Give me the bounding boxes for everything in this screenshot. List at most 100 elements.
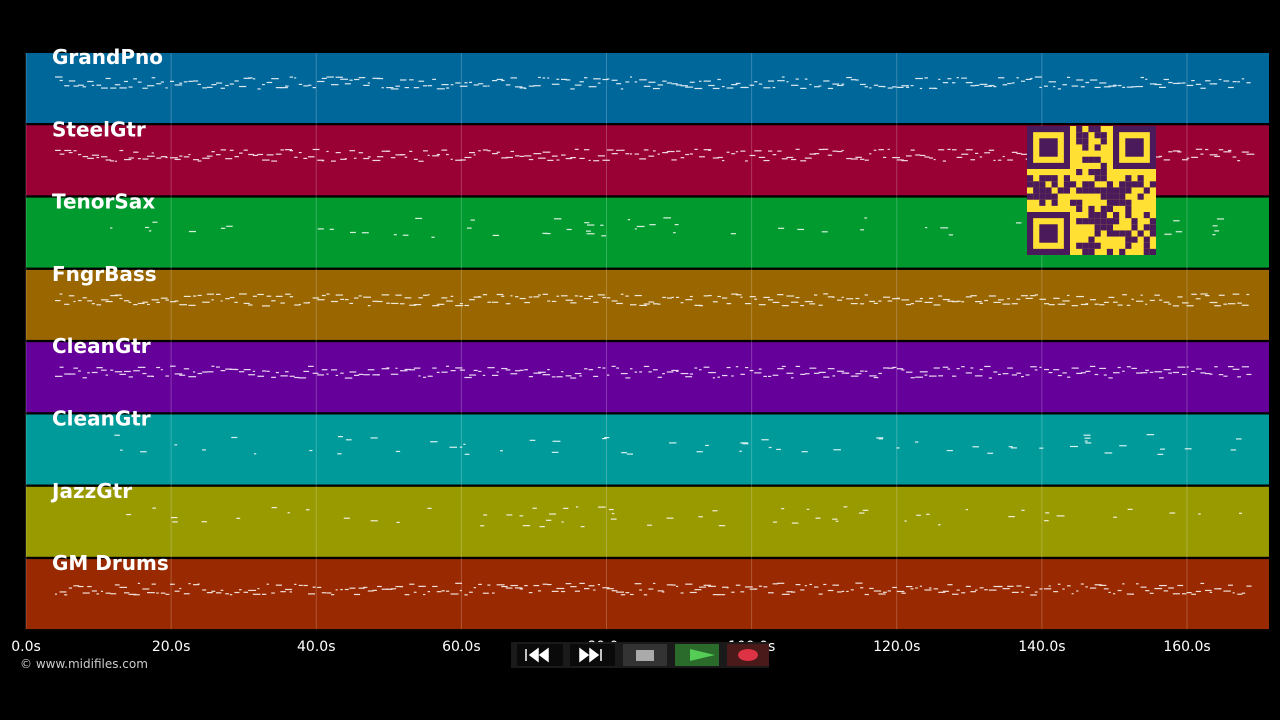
qr-cell xyxy=(1106,230,1113,237)
track-name: CleanGtr xyxy=(52,407,151,431)
qr-cell xyxy=(1125,236,1132,243)
qr-cell xyxy=(1076,199,1083,206)
qr-cell xyxy=(1131,218,1138,225)
qr-cell xyxy=(1082,187,1089,194)
qr-cell xyxy=(1076,132,1083,139)
qr-cell xyxy=(1113,218,1120,225)
qr-cell xyxy=(1076,169,1083,176)
forward-button[interactable] xyxy=(570,644,615,666)
qr-cell xyxy=(1094,144,1101,151)
qr-cell xyxy=(1119,199,1126,206)
record-icon xyxy=(738,649,758,661)
rewind-icon xyxy=(525,647,549,663)
qr-cell xyxy=(1125,199,1132,206)
qr-finder xyxy=(1039,138,1058,157)
qr-cell xyxy=(1063,175,1070,182)
notes xyxy=(55,582,1252,596)
notes xyxy=(126,506,1243,528)
qr-cell xyxy=(1119,230,1126,237)
qr-cell xyxy=(1149,181,1156,188)
notes xyxy=(55,76,1251,90)
record-button[interactable] xyxy=(727,644,769,666)
qr-cell xyxy=(1094,175,1101,182)
qr-cell xyxy=(1094,156,1101,163)
forward-icon xyxy=(579,647,602,663)
qr-cell xyxy=(1106,199,1113,206)
qr-cell xyxy=(1076,218,1083,225)
qr-cell xyxy=(1070,181,1077,188)
qr-cell xyxy=(1100,205,1107,212)
qr-cell xyxy=(1106,193,1113,200)
qr-cell xyxy=(1125,230,1132,237)
qr-cell xyxy=(1106,181,1113,188)
track-name: SteelGtr xyxy=(52,117,146,141)
tracks: GrandPno SteelGtr TenorSax FngrBass CleanGtr… xyxy=(25,45,1269,630)
qr-cell xyxy=(1039,187,1046,194)
track-name: GM Drums xyxy=(52,551,169,575)
tick-label: 120.0s xyxy=(873,639,920,655)
qr-cell xyxy=(1070,199,1077,206)
qr-cell xyxy=(1039,175,1046,182)
stop-icon xyxy=(636,650,654,661)
tick-label: 40.0s xyxy=(297,639,335,655)
qr-cell xyxy=(1082,156,1089,163)
qr-cell xyxy=(1051,193,1058,200)
qr-cell xyxy=(1131,224,1138,231)
qr-cell xyxy=(1149,218,1156,225)
qr-cell xyxy=(1076,138,1083,145)
track-lane xyxy=(26,486,1269,557)
qr-finder xyxy=(1026,211,1070,255)
qr-cell xyxy=(1088,156,1095,163)
qr-cell xyxy=(1100,162,1107,169)
qr-cell xyxy=(1063,187,1070,194)
qr-cell xyxy=(1119,187,1126,194)
qr-cell xyxy=(1094,224,1101,231)
qr-cell xyxy=(1143,248,1150,255)
qr-cell xyxy=(1106,205,1113,212)
qr-cell xyxy=(1045,187,1052,194)
qr-cell xyxy=(1088,218,1095,225)
qr-cell xyxy=(1045,193,1052,200)
qr-cell xyxy=(1082,248,1089,255)
qr-cell xyxy=(1131,236,1138,243)
qr-cell xyxy=(1076,126,1083,133)
qr-cell xyxy=(1088,181,1095,188)
qr-cell xyxy=(1100,212,1107,219)
tick-label: 140.0s xyxy=(1018,639,1065,655)
qr-cell xyxy=(1106,224,1113,231)
qr-cell xyxy=(1082,138,1089,145)
qr-cell xyxy=(1094,230,1101,237)
qr-cell xyxy=(1125,175,1132,182)
qr-cell xyxy=(1100,132,1107,139)
qr-cell xyxy=(1088,242,1095,249)
qr-cell xyxy=(1100,193,1107,200)
qr-cell xyxy=(1082,181,1089,188)
qr-cell xyxy=(1027,193,1034,200)
qr-cell xyxy=(1088,212,1095,219)
qr-cell xyxy=(1100,175,1107,182)
qr-cell xyxy=(1039,199,1046,206)
qr-finder xyxy=(1125,138,1144,157)
qr-cell xyxy=(1125,205,1132,212)
qr-cell xyxy=(1125,242,1132,249)
play-button[interactable] xyxy=(675,644,719,666)
rewind-button[interactable] xyxy=(517,644,563,666)
qr-cell xyxy=(1027,181,1034,188)
qr-cell xyxy=(1082,218,1089,225)
tick-label: 160.0s xyxy=(1163,639,1210,655)
notes xyxy=(55,293,1250,307)
qr-cell xyxy=(1149,248,1156,255)
qr-cell xyxy=(1094,169,1101,176)
qr-cell xyxy=(1125,181,1132,188)
notes xyxy=(114,434,1242,455)
stop-button[interactable] xyxy=(623,644,667,666)
track-lane xyxy=(26,342,1269,413)
qr-finder xyxy=(1039,224,1058,243)
qr-cell xyxy=(1100,224,1107,231)
qr-cell xyxy=(1113,193,1120,200)
qr-cell xyxy=(1088,248,1095,255)
qr-cell xyxy=(1119,193,1126,200)
qr-cell xyxy=(1063,181,1070,188)
track-lane xyxy=(26,53,1269,123)
